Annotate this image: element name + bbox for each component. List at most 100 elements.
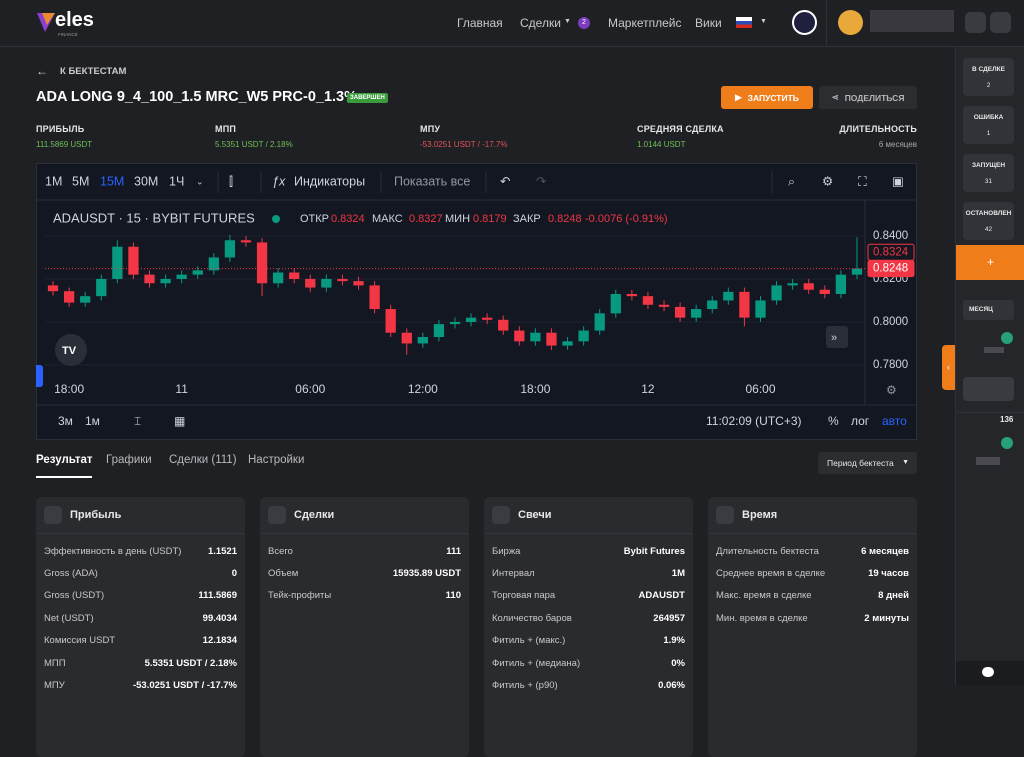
interval-active[interactable]: 15M xyxy=(100,174,124,188)
run-button[interactable]: ▶ ЗАПУСТИТЬ xyxy=(721,86,813,109)
stat-label: СРЕДНЯЯ СДЕЛКА xyxy=(637,124,724,134)
date-range[interactable]: ▦ xyxy=(174,414,185,428)
chat-button[interactable] xyxy=(982,667,994,677)
tab[interactable]: Настройки xyxy=(248,454,305,466)
log-toggle[interactable]: лог xyxy=(851,414,870,428)
x-tick-label: 11 xyxy=(175,382,188,396)
candle-body xyxy=(176,274,187,279)
interval[interactable]: 30M xyxy=(134,174,158,188)
sidebar-toggle[interactable]: ‹ xyxy=(942,345,955,390)
row-label: Мин. время в сделке xyxy=(716,612,808,624)
scroll-right[interactable] xyxy=(826,326,848,348)
share-label: ПОДЕЛИТЬСЯ xyxy=(844,92,905,103)
row-value: 0 xyxy=(231,568,237,580)
percent-toggle[interactable]: % xyxy=(828,414,839,428)
range-button[interactable]: 1м xyxy=(85,414,100,428)
tab-underline xyxy=(36,476,92,478)
nav-link[interactable]: Маркетплейс xyxy=(608,16,682,30)
back-arrow[interactable]: ← xyxy=(36,64,48,78)
interval[interactable]: 1M xyxy=(45,174,62,188)
add-button[interactable]: + xyxy=(956,245,1024,280)
candle-body xyxy=(192,270,203,275)
theme-toggle[interactable] xyxy=(792,10,817,35)
interval-caret[interactable]: ⌄ xyxy=(196,176,204,186)
dropdown-caret: ▼ xyxy=(564,18,571,25)
candle-body xyxy=(642,296,654,305)
card-icon xyxy=(716,506,734,524)
share-button[interactable]: ⋖ ПОДЕЛИТЬСЯ xyxy=(819,86,917,109)
lang-caret[interactable]: ▼ xyxy=(760,18,767,25)
candle-body xyxy=(369,285,380,310)
tv-logo[interactable] xyxy=(55,334,87,366)
row-label: Торговая пара xyxy=(492,590,556,602)
fx-icon[interactable]: ƒx xyxy=(272,174,286,188)
counter-label: ЗАПУЩЕН xyxy=(971,162,1006,169)
candle-body xyxy=(482,317,493,320)
card-header: Прибыль xyxy=(36,497,245,534)
interval[interactable]: 5M xyxy=(72,174,89,188)
stat: МПП 5.5351 USDT / 2.18% xyxy=(215,124,420,149)
card-icon xyxy=(268,506,286,524)
candle-body xyxy=(691,309,702,318)
card-row: Среднее время в сделке 19 часов xyxy=(708,562,917,584)
card-header: Свечи xyxy=(484,497,693,534)
flag[interactable] xyxy=(736,17,752,28)
logout-button[interactable] xyxy=(990,12,1011,33)
candle-body xyxy=(63,291,75,303)
show-all-button[interactable]: Показать все xyxy=(394,174,470,188)
legend-value: 0.8324 xyxy=(331,213,365,225)
axis-settings[interactable]: ⚙ xyxy=(886,383,897,397)
auto-toggle[interactable]: авто xyxy=(882,414,907,428)
tab[interactable]: Графики xyxy=(106,454,152,466)
clock: 11:02:09 (UTC+3) xyxy=(706,414,802,428)
back-link[interactable]: К БЕКТЕСТАМ xyxy=(60,66,127,77)
card-title: Сделки xyxy=(294,509,335,521)
left-drawer-tab[interactable] xyxy=(36,365,43,387)
row-value: 2 минуты xyxy=(864,612,909,624)
candle-body xyxy=(47,285,59,292)
nav-link[interactable]: Вики xyxy=(695,16,722,30)
tab-active[interactable]: Результат xyxy=(36,454,93,466)
card-row: Gross (USDT) 111.5869 xyxy=(36,585,245,607)
share-sidebar[interactable] xyxy=(963,377,1014,401)
row-value: Bybit Futures xyxy=(623,545,685,557)
snapshot-icon[interactable]: ▣ xyxy=(892,174,904,188)
counter-label: В СДЕЛКЕ xyxy=(972,66,1005,73)
card-row: Тейк-профиты 110 xyxy=(260,585,469,607)
indicators-button[interactable]: Индикаторы xyxy=(294,174,365,188)
price-chart: 1M 5M 15M 30M 1Ч ⌄ ⫿ ƒx Индикаторы Показ… xyxy=(36,163,917,440)
card-row: Количество баров 264957 xyxy=(484,607,693,629)
scroll-right-icon: » xyxy=(831,332,837,344)
card-row: Gross (ADA) 0 xyxy=(36,562,245,584)
replay-icon[interactable]: ⌕ xyxy=(788,174,795,188)
redo[interactable]: ↷ xyxy=(536,174,547,188)
settings-button[interactable] xyxy=(965,12,986,33)
card-row: МПУ -53.0251 USDT / -17.7% xyxy=(36,674,245,696)
undo[interactable]: ↶ xyxy=(500,174,511,188)
avatar[interactable] xyxy=(838,10,863,35)
tab[interactable]: Сделки (111) xyxy=(169,454,237,466)
stat: СРЕДНЯЯ СДЕЛКА 1.0144 USDT xyxy=(637,124,837,149)
drawing-tool[interactable]: ⌶ xyxy=(134,414,141,428)
fullscreen-icon[interactable]: ⛶ xyxy=(857,174,868,188)
candle-body xyxy=(224,240,236,258)
card-row: МПП 5.5351 USDT / 2.18% xyxy=(36,652,245,674)
nav-link[interactable]: Сделки xyxy=(520,16,561,30)
sidebar-period[interactable]: МЕСЯЦ xyxy=(963,300,1014,320)
card-row: Макс. время в сделке 8 дней xyxy=(708,585,917,607)
range-button[interactable]: 3м xyxy=(58,414,73,428)
period-dropdown[interactable]: Период бектеста ▼ xyxy=(818,452,917,474)
chart-type-icon[interactable]: ⫿ xyxy=(229,174,233,188)
y-tick-label: 0.8000 xyxy=(873,316,908,328)
y-tick-label: 0.7800 xyxy=(873,359,908,371)
settings-icon[interactable]: ⚙ xyxy=(822,174,833,188)
candle-body xyxy=(289,272,300,279)
interval[interactable]: 1Ч xyxy=(169,174,184,188)
brand: eles xyxy=(55,9,94,31)
counter-value: 31 xyxy=(984,178,993,185)
candle-body xyxy=(112,246,123,279)
nav-link[interactable]: Главная xyxy=(457,16,503,30)
candle-body xyxy=(594,313,605,331)
candle-body xyxy=(256,242,268,284)
row-value: 15935.89 USDT xyxy=(392,568,461,580)
